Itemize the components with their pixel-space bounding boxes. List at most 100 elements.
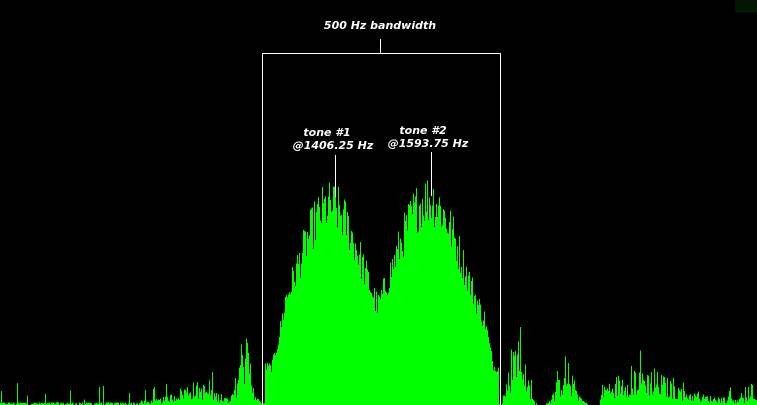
spectrum-bin [573, 383, 574, 405]
spectrum-bin [577, 394, 578, 405]
spectrum-bin [220, 399, 221, 405]
spectrum-bin [190, 392, 191, 405]
spectrum-bin [650, 383, 651, 405]
spectrum-bin [155, 400, 156, 405]
spectrum-bin [485, 328, 486, 405]
spectrum-bin [261, 403, 262, 405]
spectrum-bin [283, 319, 284, 405]
spectrum-bin [499, 403, 500, 405]
spectrum-bin [379, 296, 380, 405]
spectrum-bin [511, 349, 512, 405]
spectrum-bin [120, 402, 121, 405]
spectrum-bin [236, 397, 237, 405]
spectrum-bin [115, 402, 116, 405]
spectrum-bin [441, 226, 442, 405]
spectrum-bin [368, 272, 369, 405]
spectrum-bin [4, 402, 5, 405]
spectrum-bin [744, 402, 745, 405]
spectrum-bin [423, 215, 424, 405]
spectrum-bin [136, 403, 137, 405]
spectrum-bin [740, 397, 741, 405]
spectrum-bin [281, 326, 282, 405]
spectrum-bin [564, 378, 565, 405]
spectrum-bin [663, 376, 664, 405]
spectrum-bin [613, 392, 614, 405]
spectrum-bin [111, 402, 112, 405]
spectrum-bin [18, 402, 19, 405]
spectrum-bin [393, 269, 394, 405]
spectrum-bin [619, 380, 620, 405]
spectrum-bin [193, 382, 194, 405]
spectrum-bin [528, 380, 529, 405]
spectrum-bin [342, 234, 343, 405]
spectrum-bin [343, 209, 344, 405]
spectrum-bin [747, 400, 748, 405]
spectrum-bin [604, 386, 605, 405]
spectrum-bin [559, 380, 560, 405]
spectrum-bin [58, 402, 59, 405]
spectrum-bin [623, 394, 624, 405]
spectrum-bin [335, 196, 336, 405]
spectrum-bin [41, 403, 42, 405]
spectrum-bin [579, 396, 580, 405]
spectrum-bin [168, 401, 169, 405]
spectrum-bin [725, 403, 726, 405]
spectrum-bin [649, 395, 650, 405]
spectrum-bin [331, 212, 332, 405]
spectrum-bin [717, 402, 718, 405]
spectrum-bin [416, 188, 417, 405]
spectrum-bin [710, 395, 711, 405]
spectrum-bin [308, 238, 309, 405]
spectrum-bin [674, 386, 675, 405]
spectrum-bin [218, 394, 219, 405]
spectrum-bin [305, 231, 306, 405]
spectrum-bin [550, 403, 551, 405]
spectrum-bin [389, 288, 390, 405]
spectrum-bin [640, 350, 641, 405]
spectrum-bin [141, 400, 142, 405]
spectrum-bin [318, 197, 319, 405]
spectrum-bin [655, 387, 656, 405]
spectrum-bin [585, 403, 586, 405]
spectrum-bin [229, 401, 230, 405]
spectrum-bin [88, 402, 89, 405]
spectrum-bin [675, 398, 676, 405]
spectrum-bin [610, 393, 611, 405]
spectrum-bin [21, 403, 22, 405]
spectrum-bin [653, 391, 654, 405]
spectrum-bin [246, 338, 247, 405]
spectrum-bin [587, 403, 588, 405]
spectrum-bin [148, 401, 149, 405]
spectrum-bin [737, 400, 738, 405]
spectrum-bin [153, 388, 154, 405]
spectrum-bin [482, 325, 483, 405]
spectrum-bin [275, 355, 276, 405]
spectrum-trace [0, 180, 757, 405]
spectrum-bin [339, 205, 340, 405]
spectrum-bin [468, 275, 469, 405]
spectrum-bin [129, 393, 130, 405]
spectrum-bin [722, 401, 723, 405]
spectrum-bin [739, 398, 740, 405]
spectrum-bin [287, 297, 288, 405]
spectrum-bin [194, 396, 195, 405]
spectrum-bin [726, 403, 727, 405]
spectrum-bin [348, 215, 349, 405]
spectrum-bin [48, 403, 49, 405]
spectrum-bin [563, 385, 564, 405]
spectrum-bin [602, 385, 603, 405]
spectrum-bin [363, 254, 364, 405]
spectrum-bin [742, 397, 743, 405]
spectrum-bin [506, 384, 507, 405]
spectrum-bin [551, 399, 552, 405]
spectrum-bin [578, 400, 579, 405]
spectrum-bin [33, 403, 34, 405]
spectrum-bin [651, 371, 652, 405]
spectrum-bin [554, 401, 555, 405]
spectrum-bin [736, 402, 737, 405]
spectrum-bin [621, 386, 622, 405]
spectrum-bin [398, 231, 399, 405]
spectrum-bin [300, 277, 301, 405]
spectrum-bin [89, 403, 90, 405]
